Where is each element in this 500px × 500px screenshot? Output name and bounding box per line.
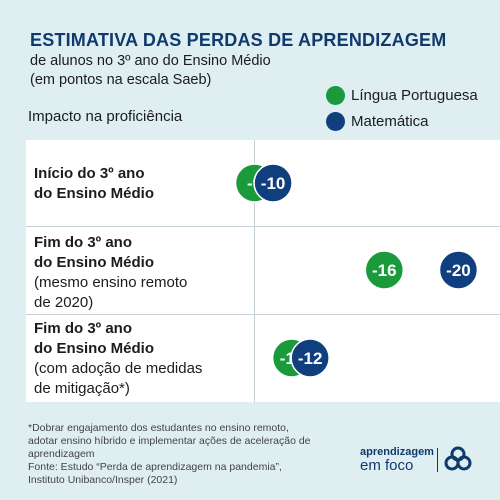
category-label-line: do Ensino Médio [34, 185, 154, 202]
chart-marks: -9-16-11-10-20-12 [234, 163, 479, 378]
category-label-line: do Ensino Médio [34, 340, 154, 357]
chart-subtitle: de alunos no 3º ano do Ensino Médio (em … [30, 52, 271, 90]
logo-text: aprendizagem [360, 446, 434, 458]
data-point [290, 338, 330, 378]
category-label: Início do 3º ano do Ensino Médio [34, 164, 234, 204]
subtitle-line: de alunos no 3º ano do Ensino Médio [30, 53, 271, 69]
footnote-line: aprendizagem [28, 448, 95, 460]
legend-label-math: Matemática [351, 112, 429, 130]
legend: Língua Portuguesa Matemática [326, 82, 478, 134]
category-row: Início do 3º ano do Ensino Médio [26, 140, 500, 226]
data-label: -16 [372, 261, 397, 280]
legend-item-math: Matemática [326, 108, 478, 134]
category-row: Fim do 3º ano do Ensino Médio (com adoçã… [26, 314, 500, 403]
logo-divider [437, 448, 438, 472]
category-label-line: Fim do 3º ano [34, 320, 132, 337]
footnote-line: Fonte: Estudo “Perda de aprendizagem na … [28, 461, 282, 473]
category-label-line: do Ensino Médio [34, 254, 154, 271]
data-label: -20 [446, 261, 471, 280]
subtitle-line: (em pontos na escala Saeb) [30, 72, 212, 88]
data-point [253, 163, 293, 203]
footnote-line: adotar ensino híbrido e implementar açõe… [28, 435, 311, 447]
category-label-line: de 2020) [34, 294, 94, 311]
category-row: Fim do 3º ano do Ensino Médio (mesmo ens… [26, 226, 500, 315]
legend-label-portuguese: Língua Portuguesa [351, 86, 478, 104]
category-label-line: Fim do 3º ano [34, 234, 132, 251]
legend-item-portuguese: Língua Portuguesa [326, 82, 478, 108]
category-label-line: (mesmo ensino remoto [34, 274, 188, 291]
axis-label: Impacto na proficiência [28, 108, 183, 125]
row-header-divider [254, 140, 255, 402]
data-label: -10 [261, 174, 286, 193]
data-point [438, 250, 479, 290]
chart-title: ESTIMATIVA DAS PERDAS DE APRENDIZAGEM [30, 30, 447, 50]
footnote: *Dobrar engajamento dos estudantes no en… [28, 422, 328, 487]
data-point [364, 250, 405, 290]
category-label: Fim do 3º ano do Ensino Médio (mesmo ens… [34, 233, 234, 313]
logo-knot-icon [444, 446, 472, 471]
legend-marker-portuguese [326, 85, 345, 105]
chart-panel: Início do 3º ano do Ensino Médio Fim do … [26, 140, 500, 402]
data-label: -12 [298, 349, 323, 368]
category-label-line: de mitigação*) [34, 380, 130, 397]
category-label-line: Início do 3º ano [34, 165, 145, 182]
category-label: Fim do 3º ano do Ensino Médio (com adoçã… [34, 319, 234, 399]
category-label-line: (com adoção de medidas [34, 360, 203, 377]
logo-text: em foco [360, 457, 414, 474]
footnote-line: Instituto Unibanco/Insper (2021) [28, 474, 178, 486]
footnote-line: *Dobrar engajamento dos estudantes no en… [28, 422, 289, 434]
legend-marker-math [326, 111, 345, 131]
